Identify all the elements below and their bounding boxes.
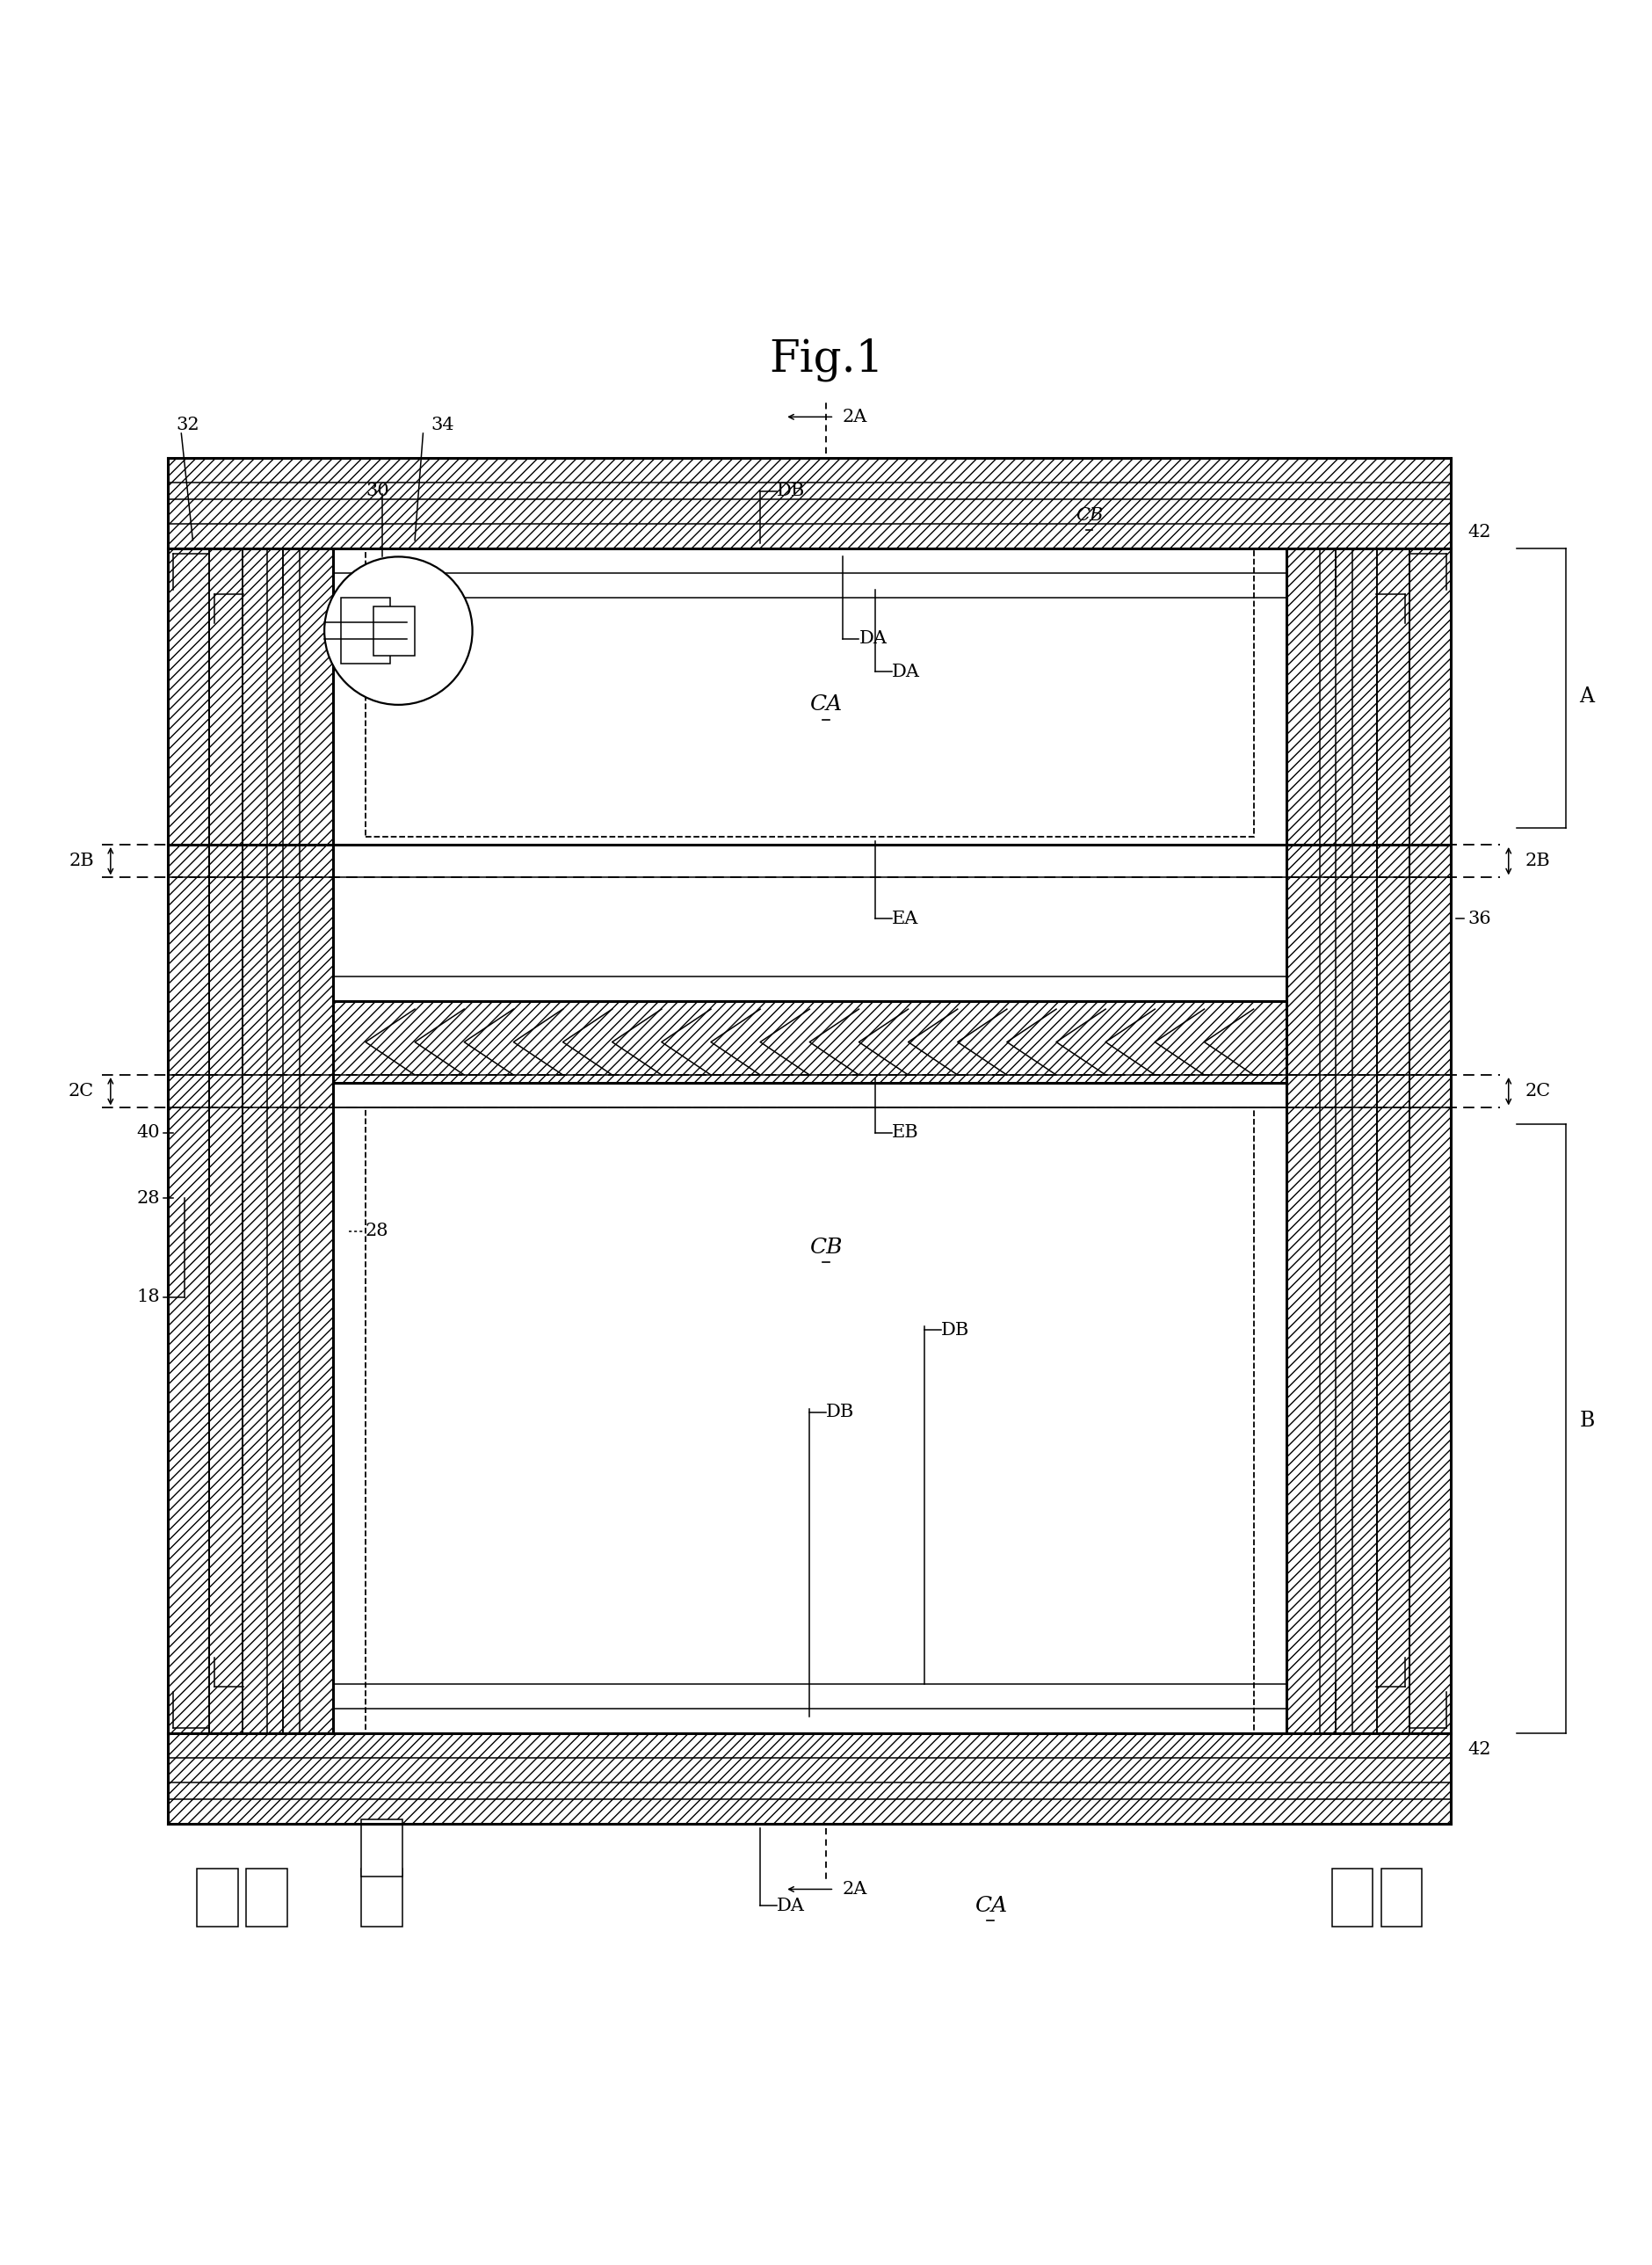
Bar <box>332 1001 1287 1083</box>
Bar <box>362 1819 403 1878</box>
Text: 2B: 2B <box>69 852 94 870</box>
Text: 32: 32 <box>177 417 200 433</box>
Text: 36: 36 <box>1467 911 1490 926</box>
Bar <box>169 548 332 1733</box>
Bar <box>197 1869 238 1925</box>
Text: 42: 42 <box>1467 523 1490 541</box>
Text: DB: DB <box>942 1320 970 1339</box>
Text: CB: CB <box>1075 507 1104 523</box>
Bar <box>340 598 390 664</box>
Bar <box>1381 1869 1422 1925</box>
Text: EB: EB <box>892 1123 919 1142</box>
Text: 2A: 2A <box>843 408 867 426</box>
Text: CA: CA <box>809 695 843 716</box>
Text: DB: DB <box>826 1404 854 1420</box>
Text: 28: 28 <box>137 1189 160 1207</box>
Text: 2A: 2A <box>843 1880 867 1898</box>
Text: EA: EA <box>892 911 919 926</box>
Bar <box>365 548 1254 836</box>
Text: CB: CB <box>809 1237 843 1257</box>
Bar <box>365 1108 1254 1733</box>
Bar <box>362 1869 403 1925</box>
Text: 34: 34 <box>431 417 454 433</box>
Bar <box>246 1869 287 1925</box>
Text: B: B <box>1579 1411 1594 1431</box>
Text: DB: DB <box>776 482 805 498</box>
Bar <box>1287 548 1450 1733</box>
Bar <box>169 458 1450 548</box>
Text: DA: DA <box>892 664 920 680</box>
Bar <box>1332 1869 1373 1925</box>
Text: 42: 42 <box>1467 1742 1490 1758</box>
Text: DA: DA <box>859 630 887 648</box>
Bar <box>373 607 415 655</box>
Text: 40: 40 <box>137 1123 160 1142</box>
Text: 2C: 2C <box>68 1083 94 1101</box>
Text: 2C: 2C <box>1525 1083 1551 1101</box>
Text: 2B: 2B <box>1525 852 1550 870</box>
Text: DA: DA <box>776 1898 805 1914</box>
Text: 30: 30 <box>365 482 388 498</box>
Text: Fig.1: Fig.1 <box>768 337 884 381</box>
Text: 28: 28 <box>365 1223 388 1239</box>
Text: A: A <box>1579 686 1594 707</box>
Bar <box>169 1733 1450 1823</box>
Text: CA: CA <box>975 1896 1006 1916</box>
Circle shape <box>324 557 472 704</box>
Text: 18: 18 <box>137 1289 160 1305</box>
